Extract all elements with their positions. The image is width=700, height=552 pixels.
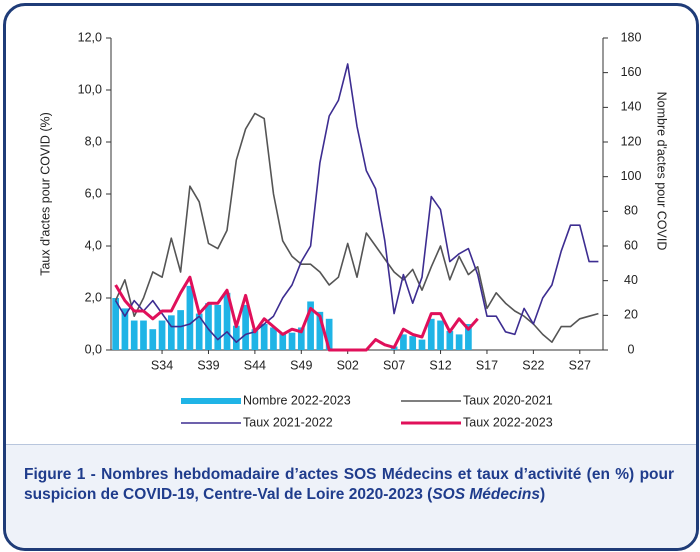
x-tick-label: S39 bbox=[197, 358, 219, 372]
y-axis-title: Taux d'actes pour COVID (%) bbox=[38, 112, 52, 276]
line bbox=[114, 112, 599, 343]
bar bbox=[195, 313, 203, 350]
x-tick-label: S49 bbox=[290, 358, 312, 372]
bar bbox=[121, 308, 129, 350]
caption-lead: Figure 1 - Nombres hebdomadaire d’actes … bbox=[24, 466, 674, 503]
y-tick-label: 0,0 bbox=[85, 342, 102, 356]
figure-frame: Taux d'actes pour COVID (%) Nombre d'act… bbox=[3, 3, 699, 551]
y2-tick-label: 20 bbox=[624, 308, 638, 322]
legend-swatch bbox=[181, 398, 241, 404]
y2-tick-label: 120 bbox=[621, 134, 642, 148]
y2-tick-label: 100 bbox=[621, 169, 642, 183]
bar bbox=[418, 339, 426, 350]
bar bbox=[242, 304, 249, 350]
x-tick-label: S44 bbox=[244, 358, 266, 372]
bar bbox=[279, 332, 287, 350]
y-tick-label: 8,0 bbox=[85, 134, 102, 148]
bar bbox=[177, 310, 184, 350]
y2-tick-label: 60 bbox=[624, 238, 638, 252]
bar bbox=[307, 301, 314, 350]
legend-label: Nombre 2022-2023 bbox=[243, 393, 351, 407]
y2-tick-label: 180 bbox=[621, 30, 642, 44]
bar bbox=[297, 327, 305, 350]
caption: Figure 1 - Nombres hebdomadaire d’actes … bbox=[24, 465, 674, 505]
bar bbox=[223, 292, 231, 350]
bar bbox=[130, 320, 138, 350]
bar bbox=[158, 320, 166, 350]
bar bbox=[400, 334, 407, 350]
y-tick-label: 2,0 bbox=[85, 290, 102, 304]
bar bbox=[214, 304, 222, 350]
y-tick-label: 10,0 bbox=[78, 82, 102, 96]
bar bbox=[409, 336, 417, 350]
bar bbox=[167, 315, 175, 350]
x-tick-label: S22 bbox=[522, 358, 544, 372]
bar bbox=[325, 318, 333, 350]
bar bbox=[112, 298, 119, 350]
y2-tick-label: 140 bbox=[621, 100, 642, 114]
bar bbox=[149, 329, 157, 350]
bar bbox=[316, 311, 324, 350]
bar bbox=[437, 320, 444, 350]
x-tick-label: S27 bbox=[569, 358, 591, 372]
bar bbox=[232, 325, 240, 350]
bar bbox=[140, 320, 147, 350]
y-tick-label: 4,0 bbox=[85, 238, 102, 252]
line bbox=[114, 275, 479, 352]
x-tick-label: S12 bbox=[429, 358, 451, 372]
bar bbox=[251, 329, 259, 350]
bar bbox=[270, 327, 277, 350]
y-tick-label: 6,0 bbox=[85, 186, 102, 200]
bar bbox=[455, 334, 463, 350]
caption-source: SOS Médecins bbox=[432, 486, 541, 503]
bar bbox=[446, 330, 454, 350]
bar bbox=[427, 318, 435, 350]
y-tick-label: 12,0 bbox=[78, 30, 102, 44]
bar bbox=[288, 332, 296, 350]
legend-label: Taux 2022-2023 bbox=[463, 415, 553, 429]
legend-label: Taux 2021-2022 bbox=[243, 415, 333, 429]
caption-box: Figure 1 - Nombres hebdomadaire d’actes … bbox=[6, 444, 696, 548]
y2-tick-label: 160 bbox=[621, 65, 642, 79]
y2-tick-label: 0 bbox=[628, 342, 635, 356]
line bbox=[114, 63, 599, 343]
y2-tick-label: 40 bbox=[624, 273, 638, 287]
bar bbox=[465, 324, 472, 350]
y2-axis-title: Nombre d'actes pour COVID bbox=[655, 92, 669, 251]
bar bbox=[186, 285, 194, 350]
x-tick-label: S17 bbox=[476, 358, 498, 372]
legend-label: Taux 2020-2021 bbox=[463, 393, 553, 407]
x-tick-label: S34 bbox=[151, 358, 173, 372]
chart: Taux d'actes pour COVID (%) Nombre d'act… bbox=[38, 30, 669, 429]
x-tick-label: S02 bbox=[337, 358, 359, 372]
caption-tail: ) bbox=[540, 486, 546, 503]
bar bbox=[205, 303, 212, 350]
x-tick-label: S07 bbox=[383, 358, 405, 372]
y2-tick-label: 80 bbox=[624, 204, 638, 218]
bar bbox=[260, 324, 268, 350]
